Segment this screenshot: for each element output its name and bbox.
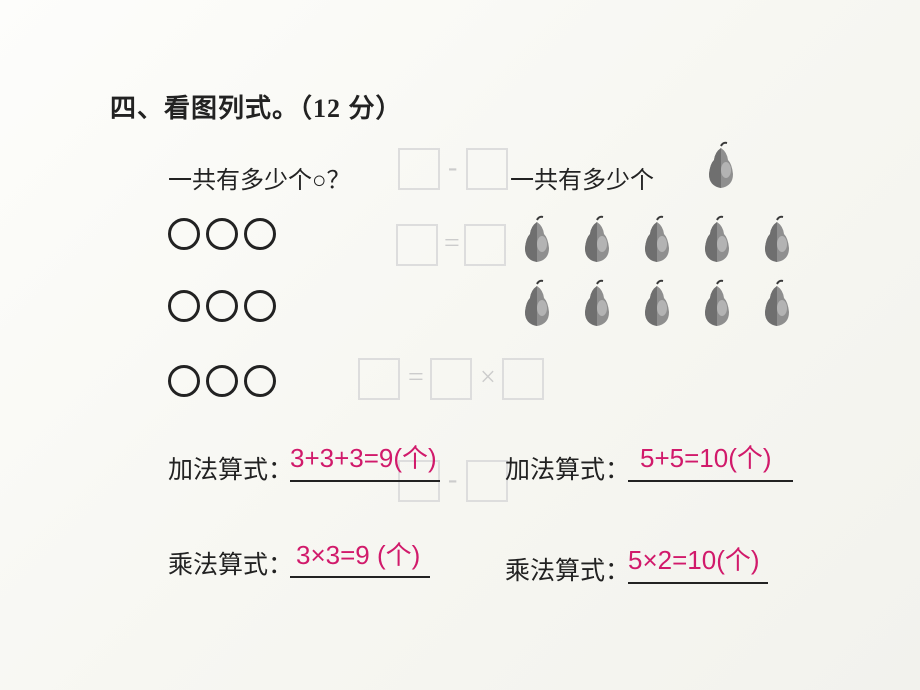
answer-text: 3+3+3=9(个) [290, 443, 437, 473]
right-multiplication-answer: 5×2=10(个) [628, 540, 760, 577]
answer-text: 5+5=10(个) [640, 443, 772, 473]
circle [168, 218, 200, 250]
right-question: 一共有多少个 [510, 160, 654, 195]
ghost-op: × [480, 362, 496, 394]
pear-icon [576, 214, 618, 264]
ghost-box [358, 358, 400, 400]
pear-icon [756, 278, 798, 328]
left-multiplication-answer: 3×3=9 (个) [296, 535, 420, 572]
ghost-box [464, 224, 506, 266]
pear-icon [576, 278, 618, 328]
circle [168, 290, 200, 322]
circle [244, 365, 276, 397]
ghost-op: - [448, 464, 457, 496]
left-addition-label: 加法算式： [168, 450, 293, 486]
underline [290, 576, 430, 578]
right-addition-label: 加法算式： [505, 450, 630, 486]
left-multiplication-label: 乘法算式： [168, 545, 293, 581]
pear-icon [516, 214, 558, 264]
right-multiplication-label: 乘法算式： [505, 551, 630, 587]
left-question: 一共有多少个○？ [168, 160, 351, 195]
worksheet-page: 四、看图列式。（12 分） 一共有多少个○？ 一共有多少个 [0, 0, 920, 690]
ghost-op: = [444, 228, 460, 260]
circle [206, 365, 238, 397]
ghost-box [398, 148, 440, 190]
pear-icon [696, 214, 738, 264]
underline [290, 480, 440, 482]
ghost-box [502, 358, 544, 400]
answer-text: 5×2=10(个) [628, 545, 760, 575]
ghost-box [466, 460, 508, 502]
circle [168, 365, 200, 397]
ghost-op: = [408, 362, 424, 394]
pear-icon [756, 214, 798, 264]
answer-text: 3×3=9 (个) [296, 540, 420, 570]
ghost-box [430, 358, 472, 400]
right-addition-answer: 5+5=10(个) [640, 438, 772, 475]
ghost-box [396, 224, 438, 266]
underline [628, 480, 793, 482]
ghost-op: - [448, 152, 457, 184]
pear-icon [700, 140, 742, 190]
pear-icon [636, 214, 678, 264]
circle [244, 290, 276, 322]
pear-icon [636, 278, 678, 328]
section-heading: 四、看图列式。（12 分） [110, 88, 403, 125]
underline [628, 582, 768, 584]
circle [206, 290, 238, 322]
pear-icon [516, 278, 558, 328]
ghost-box [466, 148, 508, 190]
circle [244, 218, 276, 250]
circle [206, 218, 238, 250]
left-addition-answer: 3+3+3=9(个) [290, 438, 437, 475]
pear-icon [696, 278, 738, 328]
